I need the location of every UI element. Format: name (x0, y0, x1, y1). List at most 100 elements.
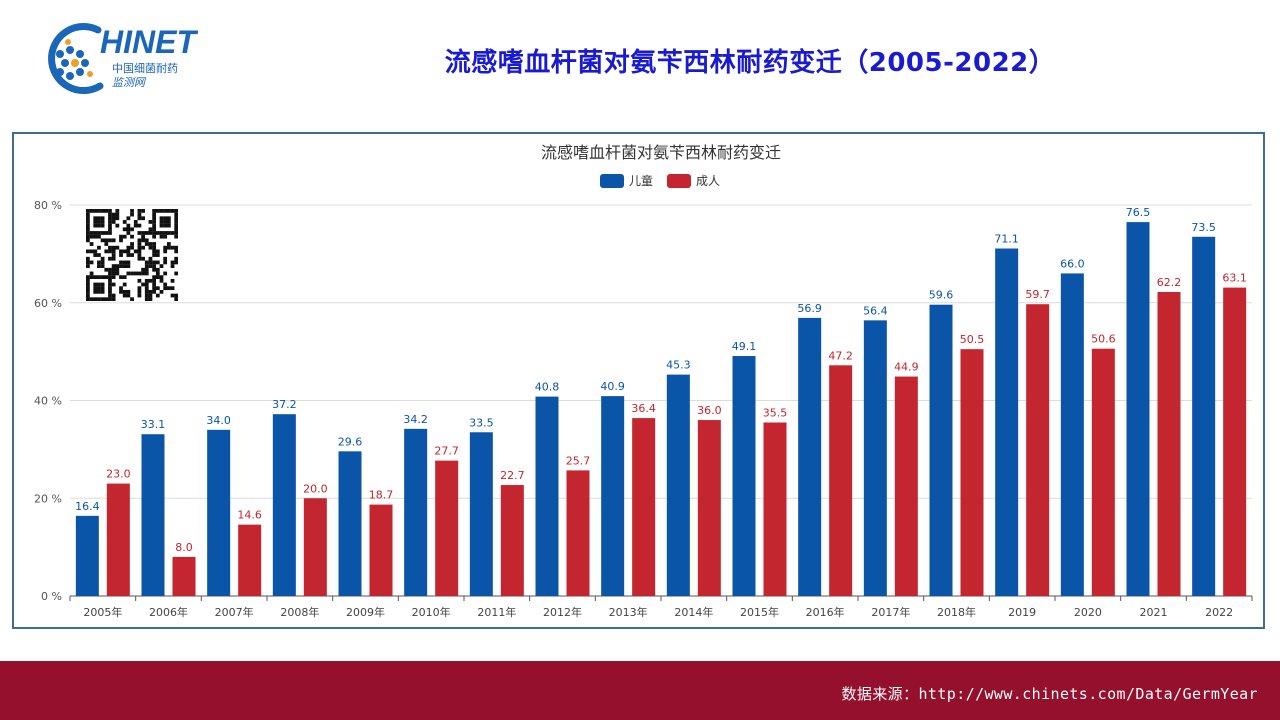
data-label: 71.1 (994, 232, 1019, 245)
bar-children (535, 396, 559, 596)
data-label: 33.1 (141, 418, 166, 431)
data-label: 47.2 (828, 349, 853, 362)
data-label: 20.0 (303, 482, 328, 495)
data-label: 49.1 (732, 340, 757, 353)
x-tick-label: 2005年 (83, 605, 122, 619)
data-label: 36.0 (697, 404, 722, 417)
x-tick-label: 2010年 (412, 605, 451, 619)
y-tick-label: 60 % (34, 297, 62, 310)
data-label: 25.7 (566, 454, 591, 467)
y-tick-label: 40 % (34, 395, 62, 408)
data-label: 40.8 (535, 381, 560, 394)
data-label: 27.7 (434, 445, 459, 458)
bar-adults (697, 420, 721, 596)
logo-dots (56, 39, 93, 80)
bar-adults (763, 422, 787, 596)
bar-adults (1026, 304, 1050, 596)
data-label: 8.0 (175, 541, 193, 554)
x-tick-label: 2019 (1008, 606, 1036, 619)
y-tick-label: 20 % (34, 492, 62, 505)
bar-adults (303, 498, 327, 596)
data-label: 34.2 (403, 413, 428, 426)
bar-children (469, 432, 493, 596)
data-label: 14.6 (237, 509, 262, 522)
legend-label: 成人 (696, 174, 720, 188)
data-label: 23.0 (106, 468, 131, 481)
bar-adults (1091, 348, 1115, 596)
y-tick-label: 0 % (41, 590, 62, 603)
bar-children (1126, 222, 1150, 596)
data-label: 62.2 (1157, 276, 1182, 289)
slide-title: 流感嗜血杆菌对氨苄西林耐药变迁（2005-2022） (444, 48, 1056, 78)
legend-swatch (600, 174, 624, 188)
data-label: 34.0 (206, 414, 231, 427)
bar-children (732, 356, 756, 596)
bar-children (207, 429, 231, 596)
x-tick-label: 2017年 (871, 605, 910, 619)
bar-children (798, 317, 822, 596)
bar-adults (435, 460, 459, 596)
data-label: 63.1 (1222, 272, 1247, 285)
bar-children (75, 515, 99, 596)
y-tick-label: 80 % (34, 199, 62, 212)
bar-children (601, 396, 625, 596)
chinet-logo: HINET 中国细菌耐药 监测网 (48, 23, 198, 95)
data-label: 37.2 (272, 398, 297, 411)
data-label: 16.4 (75, 500, 100, 513)
bar-adults (172, 556, 196, 596)
x-tick-label: 2012年 (543, 605, 582, 619)
bar-adults (500, 485, 524, 596)
bar-adults (238, 524, 262, 596)
data-label: 40.9 (600, 380, 625, 393)
data-label: 66.0 (1060, 257, 1085, 270)
data-label: 50.6 (1091, 333, 1116, 346)
x-tick-label: 2014年 (674, 605, 713, 619)
bars (75, 222, 1247, 597)
bar-adults (1157, 291, 1181, 596)
data-label: 35.5 (763, 406, 788, 419)
bar-children (863, 320, 887, 596)
x-tick-label: 2018年 (937, 605, 976, 619)
bar-children (338, 451, 362, 596)
x-tick-label: 2020 (1074, 606, 1102, 619)
y-axis: 0 % 20 % 40 % 60 % 80 % (34, 199, 62, 603)
legend: 儿童 成人 (600, 173, 720, 188)
bar-children (1060, 273, 1084, 596)
logo-subtitle-2: 监测网 (112, 76, 147, 89)
bar-adults (632, 418, 656, 596)
x-axis: 2005年 2006年 2007年 2008年 2009年 2010年 2011年 2012年… (69, 596, 1253, 619)
x-tick-label: 2011年 (477, 605, 516, 619)
x-tick-label: 2021 (1140, 606, 1168, 619)
data-label: 59.7 (1025, 288, 1050, 301)
bar-children (666, 374, 690, 596)
x-tick-label: 2007年 (215, 605, 254, 619)
data-label: 18.7 (369, 489, 394, 502)
bar-adults (1223, 287, 1247, 596)
x-tick-label: 2016年 (806, 605, 845, 619)
footer-source-text: 数据来源：http://www.chinets.com/Data/GermYea… (841, 685, 1258, 703)
bar-adults (829, 365, 853, 596)
qr-code (86, 209, 178, 301)
footer-band: 数据来源：http://www.chinets.com/Data/GermYea… (0, 661, 1280, 720)
x-tick-label: 2008年 (280, 605, 319, 619)
chart-title: 流感嗜血杆菌对氨苄西林耐药变迁 (541, 143, 781, 162)
bar-children (272, 414, 296, 596)
data-label: 50.5 (960, 333, 985, 346)
x-tick-label: 2006年 (149, 605, 188, 619)
bar-children (141, 434, 165, 596)
logo-wordmark: HINET (100, 24, 198, 60)
data-label: 59.6 (929, 289, 954, 302)
bar-adults (894, 376, 918, 596)
data-label: 45.3 (666, 359, 691, 372)
data-labels: 16.4 23.0 33.1 8.0 34.0 14.6 37.2 20.0 29.6 18.7 3… (75, 206, 1247, 554)
x-tick-label: 2022 (1205, 606, 1233, 619)
data-label: 33.5 (469, 416, 494, 429)
bar-children (1192, 236, 1216, 597)
legend-swatch (667, 174, 691, 188)
bar-adults (106, 483, 130, 596)
data-label: 56.4 (863, 304, 888, 317)
logo-c-arc (48, 23, 104, 95)
data-label: 36.4 (631, 402, 656, 415)
logo-subtitle-1: 中国细菌耐药 (112, 62, 178, 75)
data-label: 22.7 (500, 469, 525, 482)
